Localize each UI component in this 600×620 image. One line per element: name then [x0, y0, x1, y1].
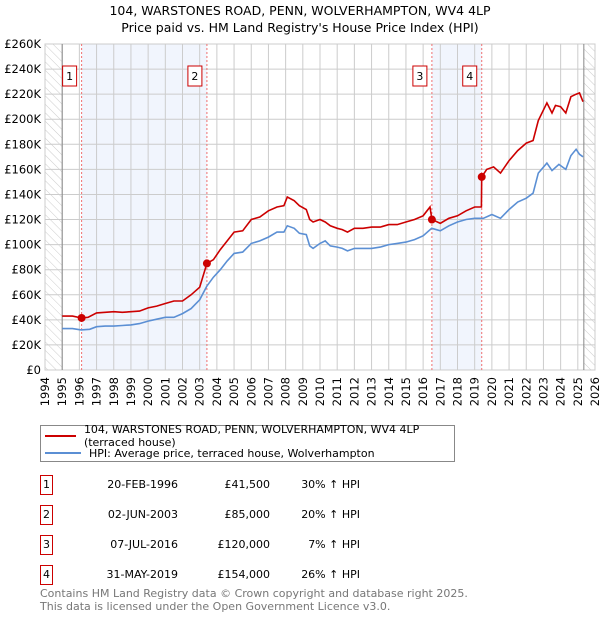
legend-swatch-red: [45, 435, 76, 437]
transaction-hpi-diff: 30% ↑ HPI: [301, 478, 360, 491]
sale-point: [202, 259, 211, 268]
x-tick-label: 2017: [433, 377, 447, 406]
x-tick-label: 2026: [588, 377, 600, 406]
x-tick-label: 2010: [313, 377, 327, 406]
sale-marker-box: [187, 65, 203, 87]
x-tick-label: 1996: [72, 377, 86, 406]
y-tick-label: £20K: [12, 338, 42, 352]
x-tick-label: 2009: [296, 377, 310, 406]
y-tick-label: £40K: [12, 313, 42, 327]
y-tick-label: £80K: [12, 263, 42, 277]
x-tick-label: 2025: [571, 377, 585, 406]
footer: Contains HM Land Registry data © Crown c…: [40, 587, 468, 613]
x-tick-label: 1997: [90, 377, 104, 406]
sale-point: [477, 172, 486, 181]
x-tick-label: 2002: [176, 377, 190, 406]
transaction-hpi-diff: 20% ↑ HPI: [301, 508, 360, 521]
x-tick-label: 2018: [451, 377, 465, 406]
sale-marker-label: 3: [416, 70, 423, 83]
sale-marker-label: 4: [466, 70, 473, 83]
x-tick-label: 2003: [193, 377, 207, 406]
x-tick-label: 2015: [399, 377, 413, 406]
x-tick-label: 2020: [485, 377, 499, 406]
transaction-date: 31-MAY-2019: [106, 568, 178, 581]
x-tick-label: 2008: [279, 377, 293, 406]
x-tick-label: 2005: [227, 377, 241, 406]
transaction-price: £41,500: [224, 478, 271, 491]
y-tick-label: £100K: [4, 238, 41, 252]
transaction-hpi-diff: 7% ↑ HPI: [308, 538, 360, 551]
x-tick-label: 1998: [107, 377, 121, 406]
sale-marker-box: [462, 65, 478, 87]
transaction-hpi-diff: 26% ↑ HPI: [301, 568, 360, 581]
x-tick-label: 2012: [347, 377, 361, 406]
transaction-date: 02-JUN-2003: [107, 508, 178, 521]
footer-copyright: Contains HM Land Registry data © Crown c…: [40, 587, 468, 600]
y-tick-label: £180K: [4, 137, 41, 151]
property-series-line: [62, 91, 584, 319]
sale-point: [77, 313, 86, 322]
x-tick-label: 1994: [38, 377, 52, 406]
x-tick-label: 2014: [382, 377, 396, 406]
y-tick-label: £60K: [12, 288, 42, 302]
x-tick-label: 2011: [330, 377, 344, 406]
chart-subtitle: Price paid vs. HM Land Registry's House …: [121, 20, 479, 35]
sale-point: [427, 215, 436, 224]
x-tick-label: 2000: [141, 377, 155, 406]
y-tick-label: £240K: [4, 62, 41, 76]
x-tick-label: 2023: [536, 377, 550, 406]
legend-item-hpi: HPI: Average price, terraced house, Wolv…: [41, 445, 375, 461]
transaction-number-badge: 1: [40, 475, 53, 495]
legend-swatch-blue: [45, 452, 81, 454]
y-tick-label: £200K: [4, 112, 41, 126]
x-tick-label: 1999: [124, 377, 138, 406]
transaction-number-badge: 3: [40, 535, 53, 555]
y-tick-label: £120K: [4, 213, 41, 227]
transaction-date: 07-JUL-2016: [110, 538, 178, 551]
sale-marker-box: [62, 65, 78, 87]
sale-marker-label: 1: [66, 70, 73, 83]
no-data-hatch-right: [583, 44, 595, 370]
x-tick-label: 2016: [416, 377, 430, 406]
legend: 104, WARSTONES ROAD, PENN, WOLVERHAMPTON…: [40, 423, 455, 462]
chart-title: 104, WARSTONES ROAD, PENN, WOLVERHAMPTON…: [109, 3, 491, 18]
x-tick-label: 2001: [158, 377, 172, 406]
sale-marker-label: 2: [191, 70, 198, 83]
transaction-number-badge: 2: [40, 505, 53, 525]
transaction-price: £154,000: [217, 568, 271, 581]
shaded-period: [81, 44, 207, 370]
hpi-series-line: [62, 147, 584, 331]
x-tick-label: 2024: [554, 377, 568, 406]
legend-label-property: 104, WARSTONES ROAD, PENN, WOLVERHAMPTON…: [83, 423, 420, 449]
sale-marker-box: [412, 65, 428, 87]
legend-label-hpi: HPI: Average price, terraced house, Wolv…: [89, 446, 375, 460]
x-tick-label: 2021: [502, 377, 516, 406]
x-tick-label: 2004: [210, 377, 224, 406]
no-data-hatch-left: [45, 44, 63, 370]
price-chart: 1994 1995 1996 1997 1998 1999 2000 2001 2002 2003…: [4, 37, 600, 406]
x-tick-label: 2013: [365, 377, 379, 406]
x-tick-label: 2007: [261, 377, 275, 406]
transaction-price: £120,000: [217, 538, 271, 551]
y-tick-label: £220K: [4, 87, 41, 101]
transaction-number-badge: 4: [40, 565, 53, 585]
x-tick-label: 1995: [55, 377, 69, 406]
x-tick-label: 2006: [244, 377, 258, 406]
y-tick-label: £260K: [4, 37, 41, 51]
transaction-date: 20-FEB-1996: [107, 478, 178, 491]
x-tick-label: 2022: [519, 377, 533, 406]
footer-licence: This data is licensed under the Open Gov…: [40, 600, 391, 613]
transaction-price: £85,000: [224, 508, 271, 521]
legend-item-property: 104, WARSTONES ROAD, PENN, WOLVERHAMPTON…: [41, 423, 454, 449]
y-tick-label: £140K: [4, 187, 41, 201]
y-tick-label: £160K: [4, 162, 41, 176]
y-tick-label: £0: [26, 363, 41, 377]
x-tick-label: 2019: [468, 377, 482, 406]
